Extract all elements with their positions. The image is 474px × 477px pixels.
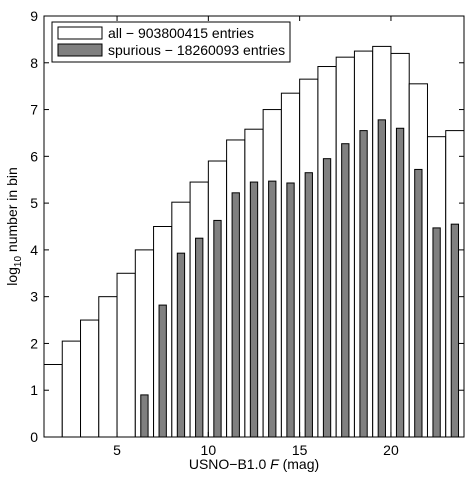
y-tick-label: 0	[30, 429, 38, 445]
bar-all	[80, 319, 100, 438]
y-tick-label: 6	[30, 148, 38, 164]
bar-spurious	[195, 237, 204, 438]
x-axis-label-prefix: USNO−B1.0	[189, 456, 270, 472]
y-tick-label: 7	[30, 102, 38, 118]
x-tick-label: 5	[113, 442, 121, 458]
bar-spurious	[322, 158, 332, 438]
bar-spurious	[432, 227, 441, 438]
bar-all	[98, 296, 118, 438]
bar-spurious	[213, 219, 222, 438]
bar-spurious	[304, 172, 313, 438]
bar-all	[61, 340, 82, 438]
y-tick-label: 2	[30, 335, 38, 351]
bar-all	[116, 272, 136, 438]
bar-spurious	[414, 168, 423, 438]
legend: all − 903800415 entries spurious − 18260…	[51, 21, 291, 63]
legend-swatch-spurious	[57, 43, 103, 57]
y-axis-label: log10 number in bin	[4, 167, 24, 286]
y-axis-label-text: number in bin	[4, 167, 20, 256]
y-tick-label: 5	[30, 195, 38, 211]
x-axis-label-variable: F	[270, 456, 280, 472]
y-axis-label-subscript: 10	[13, 256, 24, 268]
x-tick-label: 20	[383, 442, 399, 458]
x-tick-label: 15	[292, 442, 308, 458]
bar-spurious	[268, 180, 277, 438]
legend-swatch-all	[57, 26, 103, 40]
x-axis-ticks: 5 10 15 20	[113, 16, 399, 458]
x-axis-label: USNO−B1.0 F (mag)	[189, 456, 319, 472]
bar-spurious	[176, 252, 186, 438]
y-tick-label: 1	[30, 382, 38, 398]
legend-label-all: all − 903800415 entries	[108, 25, 254, 41]
legend-label-spurious: spurious − 18260093 entries	[108, 42, 285, 58]
y-tick-label: 4	[30, 242, 38, 258]
x-axis-label-suffix: (mag)	[279, 456, 319, 472]
bar-spurious	[140, 394, 149, 438]
plot-area-frame	[43, 15, 465, 438]
y-tick-label: 8	[30, 55, 38, 71]
y-tick-label: 3	[30, 289, 38, 305]
x-tick-label: 10	[201, 442, 217, 458]
bar-spurious	[395, 127, 405, 438]
bar-spurious	[231, 192, 240, 438]
bar-spurious	[377, 119, 386, 438]
y-axis-label-log: log	[4, 267, 20, 286]
bar-spurious	[158, 304, 167, 438]
bar-spurious	[450, 223, 460, 438]
y-tick-label: 9	[30, 8, 38, 24]
bar-all	[43, 363, 63, 438]
bar-spurious	[359, 130, 368, 438]
y-axis-ticks: 0 1 2 3 4 5 6 7 8 9	[30, 8, 464, 445]
bar-spurious	[286, 182, 295, 438]
bar-spurious	[341, 143, 350, 438]
bar-spurious	[249, 181, 259, 438]
